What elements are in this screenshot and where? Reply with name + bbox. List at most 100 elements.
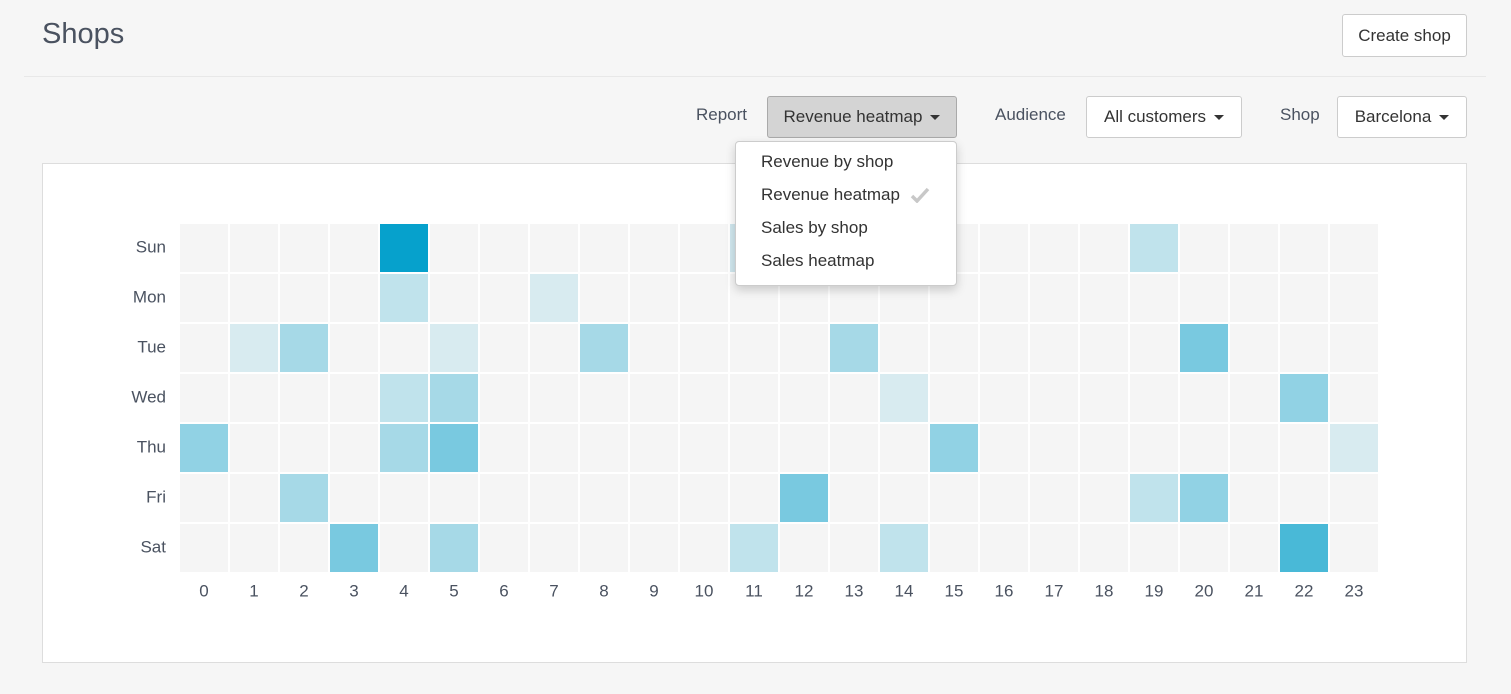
x-tick-label: 2 [299,581,308,600]
heatmap-cell [180,474,228,522]
dropdown-item[interactable]: Revenue by shop [761,152,894,171]
heatmap-cell [1330,424,1378,472]
heatmap-cell [830,374,878,422]
filter-label: Shop [1280,105,1320,124]
heatmap-cell [230,474,278,522]
heatmap-cell [630,474,678,522]
heatmap-cell [780,474,828,522]
heatmap-cell [1230,474,1278,522]
x-tick-label: 6 [499,581,508,600]
heatmap-cell [930,324,978,372]
heatmap-cell [1130,224,1178,272]
heatmap-cell [1030,224,1078,272]
heatmap-cell [180,374,228,422]
heatmap-cell [180,524,228,572]
y-tick-label: Tue [137,337,166,356]
x-tick-label: 8 [599,581,608,600]
x-tick-label: 16 [995,581,1014,600]
report-select[interactable]: Revenue heatmap [767,96,957,138]
heatmap-cell [1030,524,1078,572]
heatmap-cell [280,524,328,572]
heatmap-cell [1130,274,1178,322]
heatmap-cell [530,374,578,422]
heatmap-cell [1080,324,1128,372]
create-shop-button[interactable]: Create shop [1342,14,1467,57]
heatmap-cell [730,424,778,472]
divider [24,76,1486,77]
filter-label: Report [696,105,748,124]
heatmap-cell [1080,224,1128,272]
heatmap-cell [630,524,678,572]
heatmap-cell [380,474,428,522]
heatmap-cell [180,274,228,322]
heatmap-cell [680,474,728,522]
heatmap-cell [580,324,628,372]
heatmap-cell [980,274,1028,322]
dropdown-item[interactable]: Revenue heatmap [761,185,900,204]
heatmap-cell [1030,324,1078,372]
heatmap-cell [930,374,978,422]
heatmap-cell [630,274,678,322]
heatmap-cell [830,324,878,372]
heatmap-cell [880,524,928,572]
x-tick-label: 5 [449,581,458,600]
heatmap-cell [1330,274,1378,322]
heatmap-cell [980,224,1028,272]
heatmap-cell [980,374,1028,422]
heatmap-cell [730,474,778,522]
heatmap-cell [1130,524,1178,572]
heatmap-cell [230,374,278,422]
y-tick-label: Wed [131,387,166,406]
heatmap-cell [330,324,378,372]
y-tick-label: Fri [146,487,166,506]
heatmap-cell [980,424,1028,472]
heatmap-cell [280,274,328,322]
heatmap-cell [1280,224,1328,272]
heatmap-cell [730,524,778,572]
x-tick-label: 13 [845,581,864,600]
dropdown-item[interactable]: Sales by shop [761,218,868,237]
shop-select[interactable]: Barcelona [1337,96,1467,138]
caret [1214,114,1225,120]
y-tick-label: Mon [133,287,166,306]
heatmap-cell [1180,324,1228,372]
heatmap-cell [1280,474,1328,522]
x-tick-label: 20 [1195,581,1214,600]
heatmap-cell [780,424,828,472]
heatmap-cell [280,374,328,422]
heatmap-cell [1230,324,1278,372]
select-value: Revenue heatmap [783,107,923,126]
x-tick-label: 1 [249,581,258,600]
heatmap-cell [230,424,278,472]
x-tick-label: 19 [1145,581,1164,600]
heatmap-cell [730,324,778,372]
audience-select[interactable]: All customers [1086,96,1242,138]
heatmap-cell [1280,424,1328,472]
heatmap-cell [480,474,528,522]
heatmap-cell [1130,324,1178,372]
select-value: All customers [1103,107,1207,126]
x-tick-label: 17 [1045,581,1064,600]
heatmap-cell [680,324,728,372]
heatmap-cell [480,274,528,322]
dropdown-item[interactable]: Sales heatmap [761,251,875,270]
heatmap-cell [430,374,478,422]
heatmap-cell [830,424,878,472]
heatmap-cell [1180,474,1228,522]
heatmap-cell [580,424,628,472]
heatmap-cell [580,474,628,522]
x-tick-label: 14 [895,581,914,600]
heatmap-cell [980,474,1028,522]
heatmap-cell [380,224,428,272]
heatmap-cell [580,524,628,572]
heatmap-cell [1180,374,1228,422]
heatmap-cell [530,224,578,272]
select-value: Barcelona [1354,107,1432,126]
x-tick-label: 11 [745,581,763,600]
heatmap-cell [630,374,678,422]
x-tick-label: 4 [399,581,408,600]
heatmap-cell [430,224,478,272]
page-title: Shops [42,18,125,50]
heatmap-cell [1330,374,1378,422]
